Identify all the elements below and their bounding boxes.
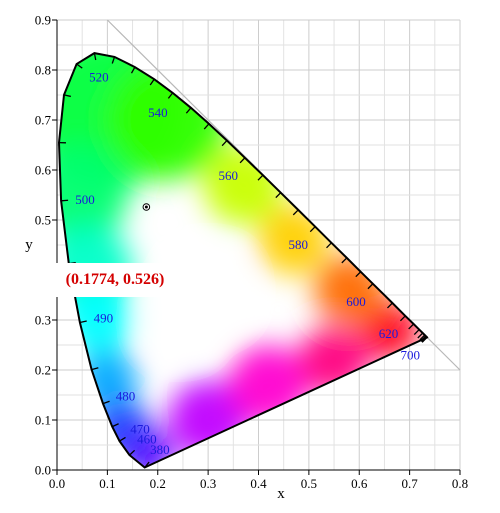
wavelength-label: 540 <box>148 105 168 120</box>
wavelength-label: 520 <box>89 70 109 85</box>
wavelength-tick <box>341 257 348 264</box>
wavelength-label: 580 <box>289 237 309 252</box>
wavelength-tick <box>292 209 299 216</box>
wavelength-tick <box>355 271 362 278</box>
wavelength-tick <box>413 329 420 335</box>
wavelength-label: 560 <box>219 168 239 183</box>
wavelength-label: 490 <box>94 310 114 325</box>
wavelength-tick <box>417 332 424 339</box>
wavelength-tick <box>275 192 282 199</box>
wavelength-tick <box>309 226 316 233</box>
wavelength-tick <box>79 320 87 324</box>
x-tick-label: 0.4 <box>250 476 267 491</box>
y-tick-label: 0.2 <box>35 363 51 378</box>
y-tick-label: 0.8 <box>35 63 51 78</box>
y-tick-label: 0.7 <box>35 113 52 128</box>
x-tick-label: 0.0 <box>49 476 65 491</box>
wavelength-tick <box>387 302 393 309</box>
wavelength-tick <box>61 199 69 202</box>
y-tick-label: 0.9 <box>35 13 51 28</box>
x-tick-labels: 0.0 0.1 0.2 0.3 0.4 0.5 0.6 0.7 0.8 <box>49 476 468 491</box>
wavelength-tick <box>203 123 210 130</box>
color-blob <box>313 255 385 325</box>
wavelength-tick <box>167 92 174 99</box>
wavelength-tick <box>420 335 427 342</box>
wavelength-label: 380 <box>150 442 170 457</box>
wavelength-tick <box>221 140 228 147</box>
x-axis-title: x <box>277 486 285 502</box>
wavelength-ticks <box>58 52 428 468</box>
color-blob <box>147 290 209 350</box>
x-tick-label: 0.5 <box>301 476 317 491</box>
wavelength-tick <box>257 174 264 181</box>
y-tick-label: 0.3 <box>35 313 51 328</box>
y-tick-labels: 0.00.10.20.30.40.50.60.70.80.9 <box>35 13 52 478</box>
y-tick-label: 0.1 <box>35 413 51 428</box>
point-annotation: (0.1774, 0.526) <box>34 263 196 297</box>
wavelength-label: 480 <box>116 388 136 403</box>
color-blob <box>59 145 128 245</box>
wavelength-tick <box>93 52 97 61</box>
wavelength-tick <box>399 315 406 322</box>
wavelength-tick <box>102 400 110 405</box>
wavelength-tick <box>144 461 150 468</box>
wavelength-tick <box>421 336 428 343</box>
color-blob <box>228 345 309 425</box>
wavelength-tick <box>91 367 99 371</box>
wavelength-tick <box>326 242 332 249</box>
wavelength-tick <box>149 78 155 86</box>
wavelength-tick <box>408 323 415 330</box>
y-axis-title: y <box>25 237 33 253</box>
axes <box>52 19 461 475</box>
wavelength-tick <box>185 107 192 114</box>
x-tick-label: 0.1 <box>99 476 115 491</box>
wavelength-tick <box>129 449 136 456</box>
x-tick-label: 0.3 <box>200 476 216 491</box>
wavelength-tick <box>111 56 116 64</box>
color-blob <box>122 430 173 468</box>
y-tick-label: 0.0 <box>35 463 51 478</box>
wavelength-label: 700 <box>400 347 420 362</box>
wavelength-label: 620 <box>379 326 399 341</box>
wavelength-tick <box>130 66 136 74</box>
wavelength-tick <box>76 63 83 69</box>
wavelength-tick <box>111 423 119 428</box>
wavelength-tick <box>119 436 126 442</box>
wavelength-tick <box>421 336 427 343</box>
x-tick-label: 0.7 <box>402 476 419 491</box>
data-point-center <box>144 205 148 209</box>
wavelength-label: 460 <box>137 432 157 447</box>
x-tick-label: 0.2 <box>150 476 166 491</box>
y-tick-label: 0.6 <box>35 163 52 178</box>
x-tick-label: 0.6 <box>351 476 368 491</box>
wavelength-label: 600 <box>346 294 366 309</box>
y-tick-label: 0.5 <box>35 213 51 228</box>
gamut-fill <box>59 53 428 468</box>
wavelength-tick <box>63 94 71 98</box>
wavelength-tick <box>239 157 246 164</box>
wavelength-tick <box>419 334 426 341</box>
x-tick-label: 0.8 <box>452 476 468 491</box>
wavelength-label: 500 <box>75 192 95 207</box>
wavelength-label: 470 <box>130 422 150 437</box>
wavelength-tick <box>367 283 374 290</box>
